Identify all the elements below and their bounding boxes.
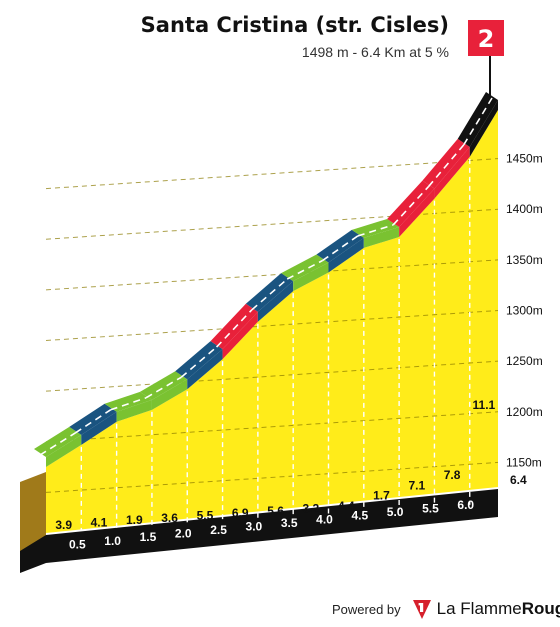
road-surface-segment [34, 426, 82, 457]
road-segment [363, 226, 400, 248]
road-centre-line [251, 278, 288, 311]
profile-fill [46, 110, 498, 533]
gradient-label: 3.2 [303, 501, 320, 515]
road-surface-segment [69, 403, 117, 435]
road-surface-segment [245, 273, 294, 312]
road-surface-segment [104, 391, 152, 412]
gridline-1450 [45, 158, 499, 190]
road-centre-line [215, 309, 253, 348]
road-segment [257, 281, 294, 322]
road-centre-line [357, 224, 394, 237]
gridline-1300 [45, 310, 499, 342]
gradient-label: 3.9 [55, 518, 72, 532]
elevation-tick-label: 1250m [506, 354, 543, 368]
gridline-1150 [45, 461, 499, 493]
distance-tick-label: 3.0 [246, 519, 263, 533]
road-surface-segment [422, 138, 470, 189]
road-surface-segment [175, 341, 223, 380]
distance-tick-label: 2.5 [210, 523, 227, 537]
gradient-label: 5.6 [267, 504, 284, 518]
road-gradient-segments [34, 92, 498, 467]
elevation-tick-label: 1150m [506, 455, 542, 469]
gradient-label: 4.4 [338, 499, 355, 513]
road-segment [151, 379, 188, 410]
road-surface-segment [387, 180, 435, 227]
gradient-label: 1.7 [373, 489, 390, 503]
gridline-1250 [45, 360, 499, 392]
profile-base [20, 472, 498, 573]
profile-side-face [20, 472, 46, 551]
elevation-tick-label: 1350m [506, 253, 543, 267]
road-segment [187, 349, 223, 390]
road-centre-line [463, 97, 493, 146]
finish-flag: 2 [468, 20, 504, 98]
brand-name: La Flamme [436, 599, 522, 618]
powered-by-label: Powered by [332, 601, 401, 617]
gradient-label: 7.1 [408, 478, 425, 492]
gridline-1400 [45, 208, 499, 240]
distance-tick-label: 4.0 [316, 512, 333, 526]
road-surface-segment [457, 92, 498, 147]
road-centre-line [286, 259, 323, 280]
road-centre-line [427, 144, 465, 188]
road-centre-line [110, 397, 147, 411]
chart-labels: 1150m 1200m 1250m 1300m 1350m 1400m 1450m 3.9 4.… [55, 152, 542, 552]
elevation-tick-label: 1200m [506, 405, 543, 419]
road-centre-line [180, 346, 218, 378]
distance-tick-label: 6.0 [457, 498, 474, 512]
profile-front-face [46, 110, 498, 533]
gradient-label: 4.1 [91, 515, 108, 529]
road-segment [81, 411, 117, 445]
gradient-label: 11.1 [473, 398, 496, 412]
elevation-gridlines [45, 158, 499, 531]
powered-by-footer: Powered by La FlammeRouge [332, 598, 560, 620]
distance-tick-label: 3.5 [281, 516, 298, 530]
road-surface-segment [281, 254, 329, 282]
road-centre-line [39, 432, 76, 456]
brand-name-accent: Rouge [521, 599, 560, 618]
gridline-1350 [45, 259, 499, 291]
road-centre-line [145, 376, 182, 399]
road-surface-segment [351, 218, 400, 238]
distance-tick-label: 5.5 [422, 501, 439, 515]
distance-tick-label: 0.5 [69, 537, 86, 551]
road-segment [328, 237, 364, 273]
gradient-label: 7.8 [444, 468, 461, 482]
road-surface-segment [316, 229, 364, 263]
road-segment [222, 311, 258, 360]
elevation-tick-label: 1400m [506, 202, 543, 216]
distance-tick-label: 4.5 [351, 509, 368, 523]
distance-tick-label: 1.5 [140, 530, 157, 544]
road-segment [469, 100, 498, 157]
gradient-label: 5.5 [197, 508, 214, 522]
road-centre-line [392, 186, 430, 226]
road-segment [399, 188, 435, 237]
elevation-tick-label: 1450m [506, 152, 543, 166]
gradient-label: 6.9 [232, 506, 249, 520]
road-surface-segment [210, 303, 258, 350]
distance-strip [20, 489, 498, 573]
road-segment [116, 399, 152, 422]
distance-tick-label: 2.0 [175, 527, 192, 541]
gradient-label: 1.9 [126, 513, 143, 527]
road-segment [46, 434, 82, 467]
flag-banner [468, 20, 504, 56]
gradient-label: 3.6 [161, 511, 178, 525]
distance-tick-label: 5.0 [387, 505, 404, 519]
distance-tick-label: 6.4 [510, 473, 527, 487]
chart-subtitle: 1498 m - 6.4 Km at 5 % [301, 44, 449, 60]
gridline-1200 [45, 411, 499, 443]
road-segment [293, 262, 329, 292]
distance-tick-label: 1.0 [104, 534, 121, 548]
chart-title: Santa Cristina (str. Cisles) [140, 13, 449, 37]
road-segment [434, 146, 470, 199]
flag-number: 2 [478, 25, 495, 53]
flamme-rouge-logo-icon [412, 600, 431, 619]
elevation-tick-label: 1300m [506, 304, 543, 318]
road-surface-segment [139, 371, 188, 400]
